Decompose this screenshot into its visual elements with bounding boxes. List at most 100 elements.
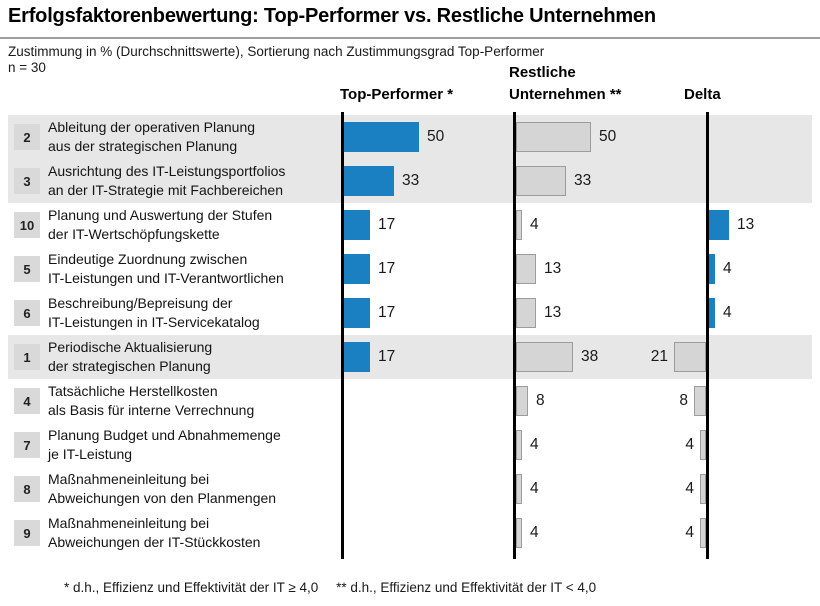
row-label: Ausrichtung des IT-Leistungsportfolios a… bbox=[48, 162, 340, 200]
rest-bar bbox=[516, 342, 573, 372]
rank-badge: 6 bbox=[14, 300, 40, 326]
row-label-line1: Planung und Auswertung der Stufen bbox=[48, 207, 273, 223]
top-performer-bar bbox=[344, 298, 370, 328]
table-row: 5 Eindeutige Zuordnung zwischen IT-Leist… bbox=[8, 247, 812, 291]
rest-value: 38 bbox=[581, 348, 599, 365]
rank-badge: 3 bbox=[14, 168, 40, 194]
rank-badge: 2 bbox=[14, 124, 40, 150]
rank-number: 8 bbox=[23, 481, 31, 497]
top-performer-value: 33 bbox=[402, 172, 420, 189]
column-header-top-performer: Top-Performer * bbox=[340, 86, 454, 103]
rest-bar bbox=[516, 298, 536, 328]
rest-value: 4 bbox=[530, 436, 539, 453]
row-label-line2: aus der strategischen Planung bbox=[48, 138, 238, 154]
delta-value: 4 bbox=[723, 304, 732, 321]
row-label-line2: IT-Leistungen und IT-Verantwortlichen bbox=[48, 270, 284, 286]
row-label-line1: Ableitung der operativen Planung bbox=[48, 119, 256, 135]
chart-rows: 2 Ableitung der operativen Planung aus d… bbox=[8, 115, 812, 555]
row-label-line1: Maßnahmeneinleitung bei bbox=[48, 515, 210, 531]
rest-bar bbox=[516, 474, 522, 504]
rank-badge: 4 bbox=[14, 388, 40, 414]
column-header-rest-line2: Unternehmen ** bbox=[509, 86, 622, 103]
rest-bar bbox=[516, 518, 522, 548]
delta-value: 13 bbox=[737, 216, 755, 233]
rank-badge: 5 bbox=[14, 256, 40, 282]
delta-bar bbox=[709, 210, 729, 240]
chart-subtitle: Zustimmung in % (Durchschnittswerte), So… bbox=[8, 44, 545, 59]
row-label-line1: Ausrichtung des IT-Leistungsportfolios bbox=[48, 163, 286, 179]
top-performer-value: 17 bbox=[378, 348, 396, 365]
rank-badge: 8 bbox=[14, 476, 40, 502]
delta-bar bbox=[700, 430, 706, 460]
rest-value: 50 bbox=[599, 128, 617, 145]
row-label: Maßnahmeneinleitung bei Abweichungen der… bbox=[48, 514, 340, 552]
table-row: 3 Ausrichtung des IT-Leistungsportfolios… bbox=[8, 159, 812, 203]
row-label: Maßnahmeneinleitung bei Abweichungen von… bbox=[48, 470, 340, 508]
rest-bar bbox=[516, 430, 522, 460]
row-label-line2: je IT-Leistung bbox=[48, 446, 133, 462]
row-label: Ableitung der operativen Planung aus der… bbox=[48, 118, 340, 156]
row-label-line2: der strategischen Planung bbox=[48, 358, 211, 374]
row-label-line2: der IT-Wertschöpfungskette bbox=[48, 226, 220, 242]
axis-top-performer bbox=[341, 112, 344, 559]
delta-bar bbox=[674, 342, 706, 372]
column-header-delta: Delta bbox=[684, 86, 721, 103]
delta-value: 4 bbox=[685, 524, 694, 541]
sample-size-label: n = 30 bbox=[8, 60, 46, 75]
row-label-line1: Tatsächliche Herstellkosten bbox=[48, 383, 218, 399]
row-label: Planung Budget und Abnahmemenge je IT-Le… bbox=[48, 426, 340, 464]
row-label-line1: Periodische Aktualisierung bbox=[48, 339, 213, 355]
footnote: * d.h., Effizienz und Effektivität der I… bbox=[64, 580, 596, 595]
row-label: Tatsächliche Herstellkosten als Basis fü… bbox=[48, 382, 340, 420]
rest-value: 4 bbox=[530, 480, 539, 497]
row-label: Planung und Auswertung der Stufen der IT… bbox=[48, 206, 340, 244]
rest-bar bbox=[516, 210, 522, 240]
top-performer-value: 17 bbox=[378, 216, 396, 233]
column-header-rest: Restliche Unternehmen ** bbox=[509, 62, 622, 106]
rank-badge: 10 bbox=[14, 212, 40, 238]
rest-bar bbox=[516, 166, 566, 196]
rank-number: 9 bbox=[23, 525, 31, 541]
rank-number: 5 bbox=[23, 261, 31, 277]
rest-value: 4 bbox=[530, 524, 539, 541]
rank-number: 1 bbox=[23, 349, 31, 365]
page-title: Erfolgsfaktorenbewertung: Top-Performer … bbox=[8, 5, 656, 27]
title-divider bbox=[0, 37, 820, 39]
rank-number: 6 bbox=[23, 305, 31, 321]
top-performer-bar bbox=[344, 210, 370, 240]
table-row: 8 Maßnahmeneinleitung bei Abweichungen v… bbox=[8, 467, 812, 511]
top-performer-value: 50 bbox=[427, 128, 445, 145]
table-row: 10 Planung und Auswertung der Stufen der… bbox=[8, 203, 812, 247]
table-row: 2 Ableitung der operativen Planung aus d… bbox=[8, 115, 812, 159]
axis-rest bbox=[513, 112, 516, 559]
row-label-line2: Abweichungen von den Planmengen bbox=[48, 490, 277, 506]
top-performer-value: 17 bbox=[378, 260, 396, 277]
top-performer-bar bbox=[344, 254, 370, 284]
row-label-line2: Abweichungen der IT-Stückkosten bbox=[48, 534, 261, 550]
rank-number: 2 bbox=[23, 129, 31, 145]
row-label-line1: Planung Budget und Abnahmemenge bbox=[48, 427, 281, 443]
table-row: 4 Tatsächliche Herstellkosten als Basis … bbox=[8, 379, 812, 423]
top-performer-bar bbox=[344, 342, 370, 372]
delta-value: 21 bbox=[650, 348, 668, 365]
top-performer-bar bbox=[344, 122, 419, 152]
delta-bar bbox=[700, 518, 706, 548]
column-header-rest-line1: Restliche bbox=[509, 64, 576, 81]
rest-value: 33 bbox=[574, 172, 592, 189]
axis-delta bbox=[706, 112, 709, 559]
row-label: Periodische Aktualisierung der strategis… bbox=[48, 338, 340, 376]
rest-value: 13 bbox=[544, 260, 562, 277]
rank-number: 10 bbox=[19, 217, 35, 233]
delta-value: 8 bbox=[679, 392, 688, 409]
row-label-line1: Eindeutige Zuordnung zwischen bbox=[48, 251, 248, 267]
rank-badge: 7 bbox=[14, 432, 40, 458]
delta-bar bbox=[694, 386, 706, 416]
rest-value: 8 bbox=[536, 392, 545, 409]
table-row: 6 Beschreibung/Bepreisung der IT-Leistun… bbox=[8, 291, 812, 335]
row-label-line2: IT-Leistungen in IT-Servicekatalog bbox=[48, 314, 260, 330]
rest-bar bbox=[516, 386, 528, 416]
top-performer-bar bbox=[344, 166, 394, 196]
table-row: 9 Maßnahmeneinleitung bei Abweichungen d… bbox=[8, 511, 812, 555]
row-label: Beschreibung/Bepreisung der IT-Leistunge… bbox=[48, 294, 340, 332]
